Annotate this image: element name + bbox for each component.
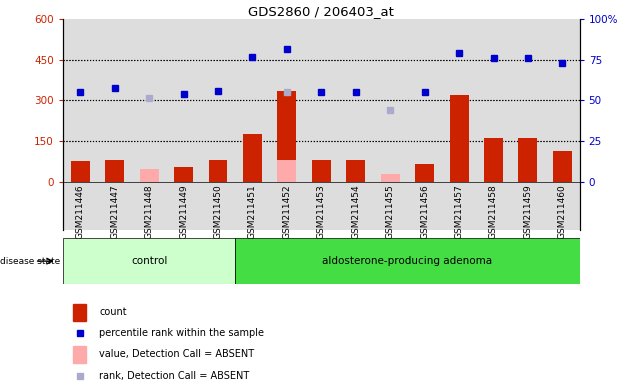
Text: GSM211451: GSM211451 xyxy=(248,184,257,239)
Text: value, Detection Call = ABSENT: value, Detection Call = ABSENT xyxy=(99,349,255,359)
Text: GSM211456: GSM211456 xyxy=(420,184,429,239)
Bar xyxy=(140,169,159,182)
Bar xyxy=(73,346,86,363)
Text: GSM211457: GSM211457 xyxy=(455,184,464,239)
Bar xyxy=(63,238,235,284)
Bar xyxy=(243,134,262,182)
Text: rank, Detection Call = ABSENT: rank, Detection Call = ABSENT xyxy=(99,371,249,381)
Bar xyxy=(346,160,365,182)
Text: GSM211450: GSM211450 xyxy=(214,184,222,239)
Bar xyxy=(277,91,296,182)
Bar xyxy=(415,164,434,182)
Text: GSM211460: GSM211460 xyxy=(558,184,567,239)
Bar xyxy=(518,138,537,182)
Bar xyxy=(553,151,572,182)
Text: GSM211458: GSM211458 xyxy=(489,184,498,239)
Bar xyxy=(484,138,503,182)
Text: GSM211446: GSM211446 xyxy=(76,184,84,239)
Bar xyxy=(450,95,469,182)
Text: GSM211452: GSM211452 xyxy=(282,184,291,239)
Bar xyxy=(105,160,124,182)
Text: GSM211454: GSM211454 xyxy=(352,184,360,239)
Bar xyxy=(312,160,331,182)
Text: GSM211449: GSM211449 xyxy=(179,184,188,239)
Bar xyxy=(73,304,86,321)
Text: count: count xyxy=(99,307,127,317)
Bar xyxy=(209,160,227,182)
Text: GSM211459: GSM211459 xyxy=(524,184,532,239)
Bar xyxy=(277,160,296,182)
Text: aldosterone-producing adenoma: aldosterone-producing adenoma xyxy=(323,256,493,266)
Title: GDS2860 / 206403_at: GDS2860 / 206403_at xyxy=(248,5,394,18)
Text: disease state: disease state xyxy=(0,257,60,266)
Text: control: control xyxy=(131,256,168,266)
Bar xyxy=(174,167,193,182)
Text: GSM211448: GSM211448 xyxy=(145,184,154,239)
Text: GSM211455: GSM211455 xyxy=(386,184,394,239)
Bar xyxy=(235,238,580,284)
Text: GSM211447: GSM211447 xyxy=(110,184,119,239)
Text: percentile rank within the sample: percentile rank within the sample xyxy=(99,328,264,338)
Bar xyxy=(71,161,89,182)
Text: GSM211453: GSM211453 xyxy=(317,184,326,239)
Bar xyxy=(381,174,399,182)
